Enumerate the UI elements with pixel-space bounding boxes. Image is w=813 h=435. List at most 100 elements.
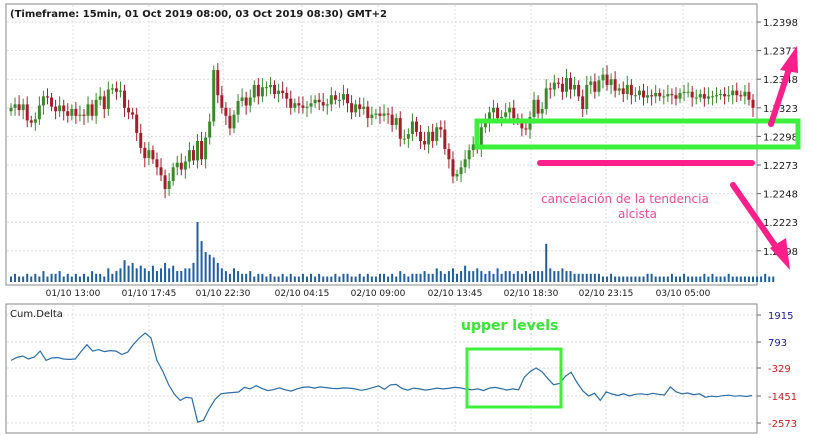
volume-bar	[476, 268, 479, 282]
volume-bar	[516, 271, 519, 282]
cancel-trend-text-line1: cancelación de la tendencia	[541, 192, 709, 206]
candle	[459, 160, 463, 183]
volume-bar	[768, 276, 771, 282]
volume-bar	[204, 252, 207, 282]
volume-bar	[383, 273, 386, 282]
volume-bar	[472, 271, 475, 282]
volume-bar	[257, 273, 260, 282]
price-tick-label: 1.2223	[763, 218, 798, 229]
down-arrow-icon	[730, 182, 790, 270]
volume-bar	[135, 268, 138, 282]
candle	[143, 142, 147, 168]
candle	[131, 107, 135, 120]
candle	[597, 75, 601, 97]
volume-bar	[342, 273, 345, 282]
volume-bar	[658, 276, 661, 282]
candle	[520, 113, 524, 137]
volume-bar	[127, 265, 130, 282]
candle	[196, 134, 200, 169]
volume-bar	[618, 276, 621, 282]
candle	[216, 63, 220, 104]
volume-bar	[200, 241, 203, 282]
candle	[33, 112, 37, 131]
candle	[224, 102, 228, 125]
volume-bar	[99, 273, 102, 282]
volume-bar	[212, 257, 215, 282]
volume-bar	[622, 276, 625, 282]
candle	[123, 84, 127, 117]
candle	[544, 79, 548, 115]
candle	[171, 162, 175, 186]
volume-bar	[610, 273, 613, 282]
volume-bar	[322, 276, 325, 282]
candle	[406, 128, 410, 148]
volume-bar	[435, 268, 438, 282]
candle	[232, 110, 236, 133]
volume-bar	[703, 273, 706, 282]
volume-bar	[512, 273, 515, 282]
candle	[378, 106, 382, 124]
candle	[674, 87, 678, 106]
candle	[508, 102, 512, 122]
candle	[642, 83, 646, 106]
volume-bar	[451, 268, 454, 282]
candle	[248, 89, 252, 113]
volume-bar	[192, 262, 195, 282]
candle	[402, 129, 406, 145]
volume-bars	[10, 222, 775, 282]
candle	[110, 83, 114, 95]
time-tick-label: 02/10 13:45	[428, 289, 483, 299]
time-tick-label: 02/10 18:30	[504, 289, 559, 299]
time-tick-label: 03/10 05:00	[656, 289, 711, 299]
volume-bar	[176, 271, 179, 282]
volume-bar	[18, 276, 21, 282]
volume-bar	[638, 276, 641, 282]
candle	[106, 81, 110, 116]
volume-bar	[666, 276, 669, 282]
volume-bar	[504, 271, 507, 282]
volume-bar	[727, 273, 730, 282]
volume-bar	[78, 276, 81, 282]
volume-bar	[362, 276, 365, 282]
candle	[727, 86, 731, 103]
price-tick-label: 1.2323	[763, 104, 798, 115]
candle	[536, 95, 540, 119]
volume-bar	[378, 273, 381, 282]
candle	[252, 80, 256, 103]
candle	[370, 106, 374, 125]
candle	[277, 83, 281, 103]
volume-bar	[614, 276, 617, 282]
volume-bar	[188, 268, 191, 282]
volume-bar	[350, 276, 353, 282]
volume-bar	[723, 276, 726, 282]
candle	[382, 104, 386, 122]
candle	[118, 81, 122, 98]
candle	[78, 105, 82, 122]
candle	[54, 99, 58, 120]
candle	[654, 84, 658, 104]
volume-bar	[139, 265, 142, 282]
volume-bar	[245, 273, 248, 282]
candle	[285, 87, 289, 108]
candle	[666, 84, 670, 103]
candle	[159, 158, 163, 182]
candle	[743, 84, 747, 105]
candle	[139, 123, 143, 154]
volume-bar	[399, 271, 402, 282]
volume-bar	[752, 276, 754, 282]
volume-bar	[541, 271, 544, 282]
candle	[723, 87, 727, 105]
volume-bar	[301, 273, 304, 282]
volume-bar	[553, 271, 556, 282]
candle	[394, 113, 398, 130]
candle	[585, 75, 589, 115]
volume-bar	[123, 260, 126, 282]
volume-bar	[403, 273, 406, 282]
volume-bar	[358, 273, 361, 282]
candle	[325, 98, 329, 115]
volume-bar	[577, 273, 580, 282]
volume-bar	[66, 273, 69, 282]
price-tick-label: 1.2348	[763, 75, 798, 86]
volume-bar	[573, 273, 576, 282]
